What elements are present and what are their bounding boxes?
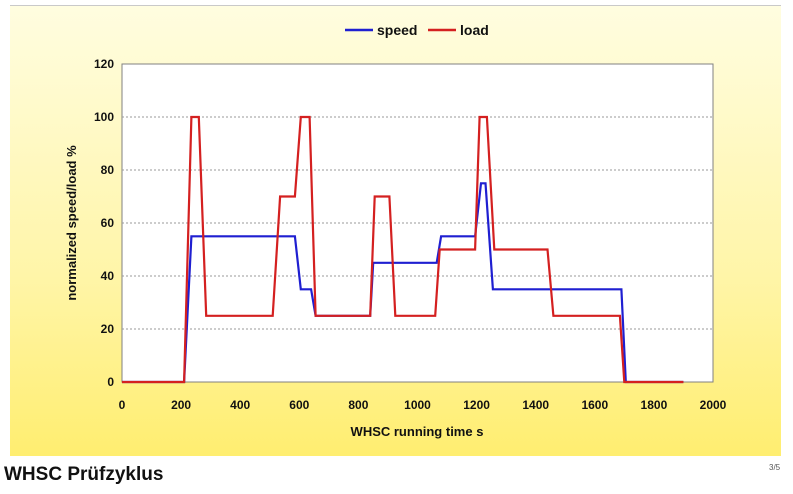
x-tick-label: 1000	[404, 398, 431, 412]
y-axis-title: normalized speed/load %	[64, 145, 79, 301]
y-tick-label: 100	[94, 110, 114, 124]
y-tick-label: 120	[94, 57, 114, 71]
gridlines	[122, 116, 713, 330]
y-axis-ticks: 0 20 40 60 80 100 120	[94, 57, 114, 389]
x-tick-label: 0	[119, 398, 126, 412]
slide-title: WHSC Prüfzyklus	[4, 464, 164, 485]
x-tick-label: 2000	[700, 398, 727, 412]
x-axis-ticks: 0 200 400 600 800 1000 1200 1400 1600 1800 2000	[119, 398, 727, 412]
legend-label-speed: speed	[377, 22, 417, 38]
x-tick-label: 1800	[641, 398, 668, 412]
page-number: 3/5	[769, 463, 781, 472]
legend-label-load: load	[460, 22, 489, 38]
series-lines	[122, 115, 684, 384]
series-line-load	[122, 115, 684, 384]
y-tick-label: 60	[101, 216, 115, 230]
x-tick-label: 400	[230, 398, 250, 412]
y-tick-label: 20	[101, 322, 115, 336]
top-divider	[10, 5, 781, 6]
x-tick-label: 1400	[522, 398, 549, 412]
x-tick-label: 1200	[463, 398, 490, 412]
y-tick-label: 80	[101, 163, 115, 177]
y-tick-label: 40	[101, 269, 115, 283]
x-tick-label: 200	[171, 398, 191, 412]
y-tick-label: 0	[107, 375, 114, 389]
x-tick-label: 800	[348, 398, 368, 412]
x-axis-title: WHSC running time s	[351, 424, 484, 439]
legend: speed load	[345, 22, 489, 38]
x-tick-label: 1600	[581, 398, 608, 412]
x-tick-label: 600	[289, 398, 309, 412]
